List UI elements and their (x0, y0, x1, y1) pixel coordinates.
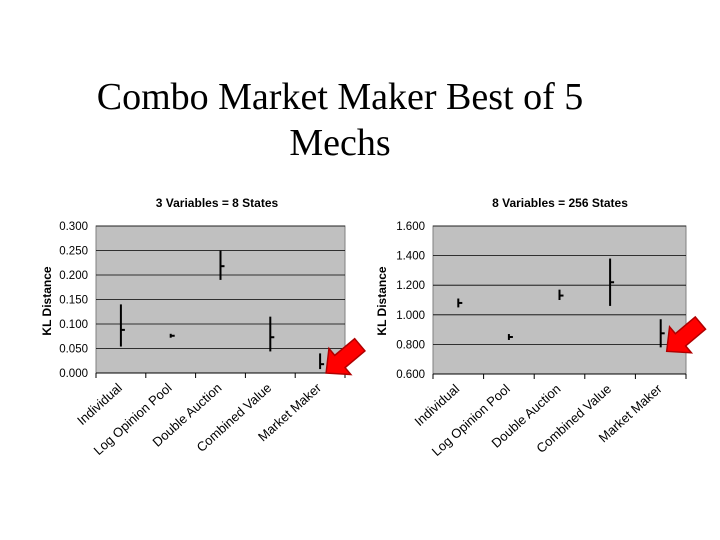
plot-area (432, 225, 687, 375)
y-tick-label: 1.000 (396, 310, 425, 322)
slide-title: Combo Market Maker Best of 5 Mechs (40, 74, 640, 166)
x-category-label: Individual (411, 381, 462, 429)
chart-title: 8 Variables = 256 States (492, 196, 628, 210)
red-arrow-shape (665, 315, 707, 354)
y-tick-label: 1.600 (396, 221, 425, 233)
x-category-label: Individual (74, 380, 125, 428)
y-axis-label: KL Distance (40, 266, 54, 335)
slide-title-line-2: Mechs (289, 122, 391, 164)
y-tick-label: 0.000 (59, 368, 88, 380)
red-arrow-shape (325, 337, 367, 376)
chart-title: 3 Variables = 8 States (156, 196, 279, 210)
y-tick-label: 0.800 (396, 339, 425, 351)
y-tick-label: 0.150 (59, 295, 88, 307)
y-tick-label: 1.400 (396, 251, 425, 263)
y-axis-label: KL Distance (375, 266, 389, 335)
red-arrow-icon (325, 337, 367, 376)
y-tick-label: 0.250 (59, 246, 88, 258)
y-tick-label: 0.050 (59, 344, 88, 356)
y-tick-label: 0.600 (396, 369, 425, 381)
y-tick-label: 0.100 (59, 319, 88, 331)
chart-8-variables: 8 Variables = 256 States KL Distance 0.6… (375, 196, 707, 459)
red-arrow-icon (665, 315, 707, 354)
y-tick-label: 0.200 (59, 270, 88, 282)
chart-3-variables: 3 Variables = 8 States KL Distance 0.000… (40, 196, 367, 458)
y-tick-label: 0.300 (59, 221, 88, 233)
slide-title-line-1: Combo Market Maker Best of 5 (96, 76, 584, 118)
y-tick-label: 1.200 (396, 280, 425, 292)
